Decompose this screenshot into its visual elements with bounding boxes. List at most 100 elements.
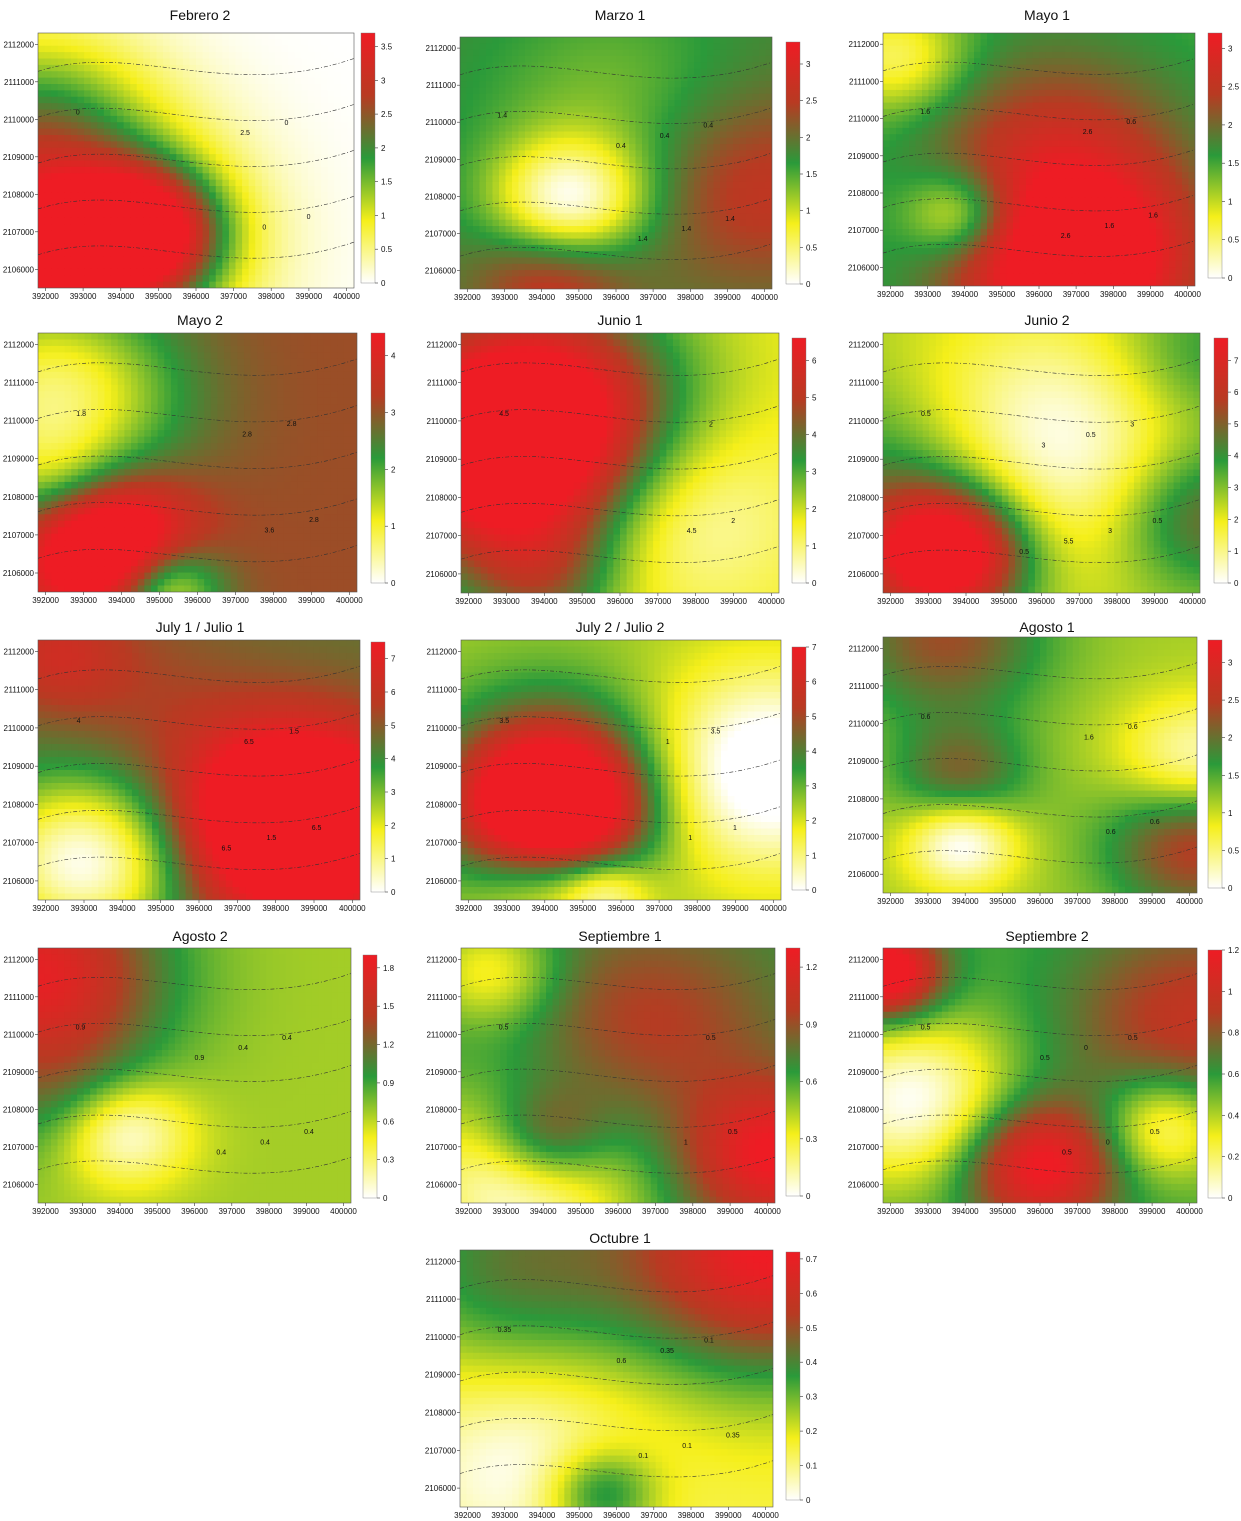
heat-cell (143, 256, 151, 264)
heat-cell (681, 181, 689, 189)
heat-cell (713, 163, 721, 170)
heat-cell (103, 154, 112, 162)
heat-cell (1175, 115, 1183, 123)
heat-cell (228, 275, 237, 283)
heat-cell (733, 163, 741, 170)
heat-cell (123, 256, 131, 264)
heat-cell (466, 238, 474, 246)
heat-cell (570, 112, 578, 120)
heat-cell (570, 131, 578, 139)
heat-cell (143, 268, 151, 276)
heat-cell (551, 55, 559, 63)
heat-cell (97, 217, 105, 225)
heat-cell (215, 33, 223, 40)
heat-cell (915, 121, 923, 129)
heat-cell (57, 281, 65, 288)
heat-cell (765, 213, 772, 221)
heat-cell (726, 226, 734, 233)
heat-cell (281, 211, 289, 219)
heat-cell (492, 125, 500, 133)
heat-cell (176, 33, 184, 40)
heat-cell (182, 90, 191, 98)
heat-cell (512, 238, 520, 246)
heat-cell (525, 137, 533, 145)
heat-cell (629, 270, 637, 277)
heat-cell (674, 263, 682, 271)
heat-cell (1000, 134, 1008, 142)
heat-cell (583, 163, 591, 170)
heat-cell (948, 140, 956, 148)
heat-cell (505, 194, 513, 202)
heat-cell (583, 276, 591, 284)
heat-cell (883, 127, 891, 135)
heat-cell (492, 276, 500, 284)
heat-cell (97, 166, 105, 174)
heat-cell (117, 109, 125, 117)
heat-cell (980, 51, 988, 59)
heat-cell (163, 58, 171, 66)
heat-cell (228, 52, 237, 60)
heat-cell (622, 131, 630, 139)
heat-cell (557, 244, 565, 252)
heat-cell (974, 33, 982, 40)
heat-cell (583, 37, 591, 44)
heat-cell (51, 96, 59, 104)
heat-cell (609, 131, 617, 139)
heat-cell (117, 217, 125, 225)
heat-cell (215, 122, 223, 130)
heat-cell (765, 150, 772, 158)
heat-cell (609, 169, 617, 177)
heat-cell (479, 188, 487, 196)
heat-cell (512, 232, 520, 240)
heat-cell (590, 276, 598, 284)
heat-cell (202, 96, 210, 104)
contour-line (460, 61, 772, 79)
heat-cell (196, 90, 204, 98)
heat-cell (110, 262, 118, 270)
heat-cell (473, 43, 481, 51)
heat-cell (261, 256, 270, 264)
heat-cell (255, 268, 263, 276)
heat-cell (1058, 96, 1066, 104)
heat-cell (648, 100, 656, 107)
heat-cell (948, 64, 956, 72)
heat-cell (883, 70, 891, 78)
heat-cell (759, 207, 767, 214)
heat-cell (215, 135, 223, 142)
heat-cell (130, 141, 138, 149)
heat-cell (538, 137, 546, 145)
heat-cell (334, 96, 342, 104)
heat-cell (1091, 64, 1099, 72)
heat-cell (307, 90, 316, 98)
heat-cell (941, 102, 949, 110)
heat-cell (1013, 146, 1021, 154)
heat-cell (321, 52, 329, 60)
heat-cell (143, 217, 151, 225)
x-tick-label: 394000 (107, 292, 134, 301)
heat-cell (902, 102, 910, 110)
heat-cell (1182, 102, 1190, 110)
heat-cell (110, 179, 118, 187)
heat-cell (902, 64, 910, 72)
heat-cell (163, 256, 171, 264)
heat-cell (993, 140, 1001, 148)
heat-cell (301, 198, 309, 206)
heat-cell (629, 251, 637, 259)
heat-cell (176, 122, 184, 130)
heat-cell (44, 71, 52, 79)
heat-cell (531, 144, 539, 151)
heat-cell (57, 224, 65, 232)
heat-cell (518, 74, 526, 82)
heat-cell (261, 217, 270, 225)
heat-cell (1110, 64, 1118, 72)
x-tick-label: 400000 (333, 292, 360, 301)
heat-cell (557, 156, 565, 164)
heat-cell (149, 198, 158, 206)
heat-cell (642, 150, 650, 158)
heat-cell (228, 135, 237, 142)
heat-cell (1013, 96, 1021, 104)
heat-cell (301, 84, 309, 91)
heat-cell (499, 194, 507, 202)
heat-cell (512, 100, 520, 107)
heat-cell (301, 211, 309, 219)
